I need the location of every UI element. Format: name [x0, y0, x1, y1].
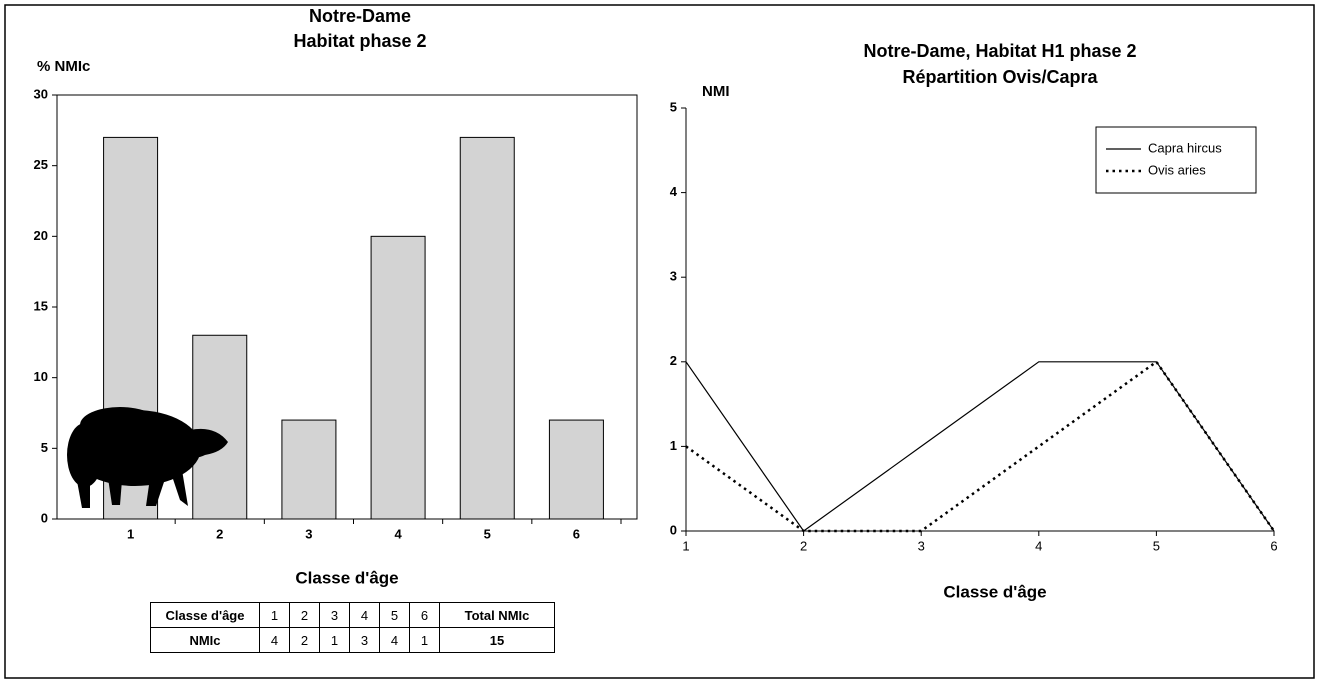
x-tick-label: 3: [305, 526, 312, 541]
table-cell: 2: [289, 602, 320, 628]
legend-label: Ovis aries: [1148, 162, 1206, 177]
table-cell: 2: [289, 627, 320, 653]
x-tick-label: 5: [1153, 538, 1160, 553]
x-tick-label: 2: [216, 526, 223, 541]
y-tick-label: 2: [670, 353, 677, 368]
chart-title: Répartition Ovis/Capra: [902, 67, 1098, 87]
legend-label: Capra hircus: [1148, 140, 1222, 155]
y-tick-label: 0: [670, 522, 677, 537]
x-axis-label: Classe d'âge: [943, 582, 1046, 601]
series-line: [685, 361, 1275, 532]
table-cell: 6: [409, 602, 440, 628]
y-tick-label: 5: [41, 440, 48, 455]
bar: [370, 235, 426, 520]
y-tick-label: 15: [34, 298, 48, 313]
bar: [459, 136, 515, 520]
x-tick-label: 3: [918, 538, 925, 553]
x-tick-label: 6: [573, 526, 580, 541]
x-tick-label: 4: [394, 526, 402, 541]
bar: [281, 419, 337, 520]
table-cell: 3: [349, 627, 380, 653]
bar: [548, 419, 604, 520]
y-tick-label: 4: [670, 184, 678, 199]
y-axis-label: % NMIc: [37, 58, 90, 75]
y-tick-label: 10: [34, 369, 48, 384]
x-tick-label: 5: [484, 526, 491, 541]
table-cell: 5: [379, 602, 410, 628]
x-tick-label: 6: [1270, 538, 1277, 553]
y-tick-label: 1: [670, 438, 677, 453]
table-cell: 1: [319, 627, 350, 653]
data-table: Classe d'âge 1 2 3 4 5 6 Total NMIc NMIc…: [150, 602, 555, 653]
chart-title: Notre-Dame, Habitat H1 phase 2: [863, 41, 1136, 61]
legend-box: [1095, 126, 1257, 194]
table-cell: 4: [349, 602, 380, 628]
table-cell: Classe d'âge: [150, 602, 260, 628]
chart-title: Habitat phase 2: [293, 31, 426, 51]
table-cell: 1: [409, 627, 440, 653]
table-cell: 1: [259, 602, 290, 628]
table-cell: 3: [319, 602, 350, 628]
x-axis-label: Classe d'âge: [295, 568, 398, 587]
x-tick-label: 1: [127, 526, 134, 541]
y-tick-label: 25: [34, 157, 48, 172]
y-tick-label: 20: [34, 228, 48, 243]
table-row: NMIc 4 2 1 3 4 1 15: [150, 627, 555, 653]
table-cell: Total NMIc: [439, 602, 555, 628]
y-tick-label: 3: [670, 269, 677, 284]
table-cell: 4: [379, 627, 410, 653]
chart-title: Notre-Dame: [309, 6, 411, 26]
y-tick-label: 5: [670, 99, 677, 114]
bar: [192, 334, 248, 520]
x-tick-label: 4: [1035, 538, 1042, 553]
x-tick-label: 1: [682, 538, 689, 553]
y-axis-label: NMI: [702, 83, 730, 100]
table-cell: NMIc: [150, 627, 260, 653]
y-tick-label: 30: [34, 86, 48, 101]
sheep-icon: [67, 407, 228, 508]
table-cell: 4: [259, 627, 290, 653]
table-cell: 15: [439, 627, 555, 653]
series-line: [685, 360, 1276, 533]
table-row: Classe d'âge 1 2 3 4 5 6 Total NMIc: [150, 602, 555, 628]
frame: [4, 4, 1315, 679]
x-tick-label: 2: [800, 538, 807, 553]
y-tick-label: 0: [41, 510, 48, 525]
